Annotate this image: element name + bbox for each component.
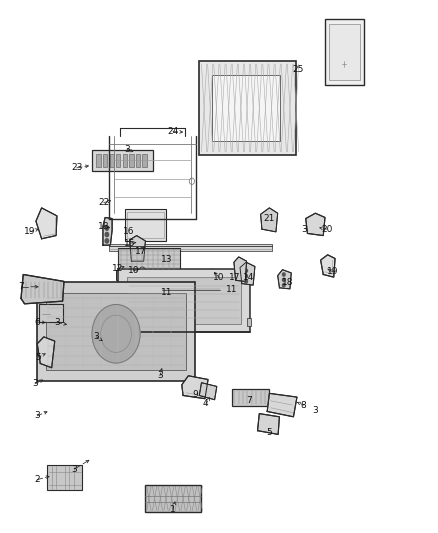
Bar (325, 19, 364, 85)
Polygon shape (240, 262, 255, 285)
Circle shape (245, 269, 247, 272)
Text: 15: 15 (124, 239, 135, 247)
Bar (118, 248, 180, 271)
Text: 3: 3 (93, 333, 99, 341)
Text: 20: 20 (321, 225, 333, 233)
Text: 9: 9 (192, 390, 198, 399)
Text: 10: 10 (213, 273, 225, 281)
Bar (142, 154, 147, 167)
Polygon shape (321, 255, 335, 277)
Bar (109, 244, 272, 251)
Text: 3: 3 (54, 318, 60, 327)
Bar (125, 209, 166, 241)
Circle shape (283, 284, 285, 287)
Polygon shape (21, 274, 64, 304)
Text: 8: 8 (300, 401, 307, 409)
Text: 5: 5 (35, 353, 42, 361)
Bar (47, 465, 82, 490)
Text: 13: 13 (161, 255, 172, 264)
Bar (232, 389, 269, 406)
Text: 4: 4 (203, 399, 208, 408)
Text: 3: 3 (157, 372, 163, 380)
Bar (116, 154, 120, 167)
Text: 3: 3 (312, 406, 318, 415)
Text: 23: 23 (71, 164, 82, 172)
Circle shape (105, 232, 109, 237)
Bar (145, 485, 201, 512)
Polygon shape (103, 217, 112, 245)
Bar (329, 24, 360, 80)
Bar (92, 150, 153, 171)
Text: 21: 21 (264, 214, 275, 223)
Polygon shape (261, 208, 278, 232)
Text: 17: 17 (229, 273, 240, 281)
Bar (212, 75, 280, 141)
Text: 10: 10 (128, 266, 139, 275)
Circle shape (105, 239, 109, 243)
Text: 11: 11 (161, 288, 172, 296)
Text: 18: 18 (98, 222, 110, 231)
Polygon shape (37, 337, 55, 368)
Circle shape (211, 271, 214, 274)
Text: 2: 2 (35, 475, 40, 484)
Bar (110, 154, 114, 167)
Text: 18: 18 (282, 278, 293, 287)
Bar (123, 154, 127, 167)
Text: 3: 3 (32, 379, 38, 388)
Bar (103, 154, 107, 167)
Text: 6: 6 (35, 318, 41, 327)
Text: 17: 17 (135, 247, 147, 256)
Text: 19: 19 (24, 228, 35, 236)
Text: 7: 7 (18, 282, 24, 291)
Bar (247, 318, 251, 326)
Circle shape (141, 269, 144, 272)
Text: 5: 5 (266, 429, 272, 437)
Polygon shape (130, 236, 145, 261)
Bar (127, 277, 241, 324)
Bar (199, 61, 296, 155)
Text: 12: 12 (112, 264, 123, 273)
Polygon shape (36, 208, 57, 239)
Text: 7: 7 (246, 397, 252, 405)
Bar (136, 154, 140, 167)
Circle shape (283, 273, 285, 276)
Polygon shape (199, 383, 217, 400)
Circle shape (283, 278, 285, 281)
Text: 25: 25 (292, 65, 304, 74)
Text: 3: 3 (71, 465, 78, 473)
Bar (118, 318, 122, 326)
Text: 3: 3 (124, 145, 130, 154)
Polygon shape (234, 257, 247, 281)
Polygon shape (267, 393, 297, 417)
Circle shape (92, 304, 140, 363)
Text: 11: 11 (226, 285, 238, 294)
Polygon shape (258, 414, 279, 434)
Bar (96, 154, 101, 167)
Text: 22: 22 (98, 198, 110, 207)
Polygon shape (182, 376, 208, 399)
Circle shape (105, 226, 109, 230)
Bar (39, 304, 63, 322)
Circle shape (245, 274, 247, 278)
Text: 24: 24 (167, 127, 179, 136)
Text: 16: 16 (123, 228, 134, 236)
Text: 3: 3 (301, 225, 307, 233)
Text: 3: 3 (34, 411, 40, 420)
Circle shape (245, 280, 247, 283)
Bar (127, 212, 164, 238)
Text: 1: 1 (170, 505, 176, 513)
Bar (46, 293, 186, 370)
Text: 14: 14 (243, 273, 254, 281)
Bar (37, 282, 195, 381)
Bar (118, 269, 250, 332)
Text: 19: 19 (327, 268, 339, 276)
Bar (116, 270, 156, 280)
Polygon shape (278, 270, 291, 289)
Polygon shape (306, 213, 325, 236)
Bar (129, 154, 134, 167)
